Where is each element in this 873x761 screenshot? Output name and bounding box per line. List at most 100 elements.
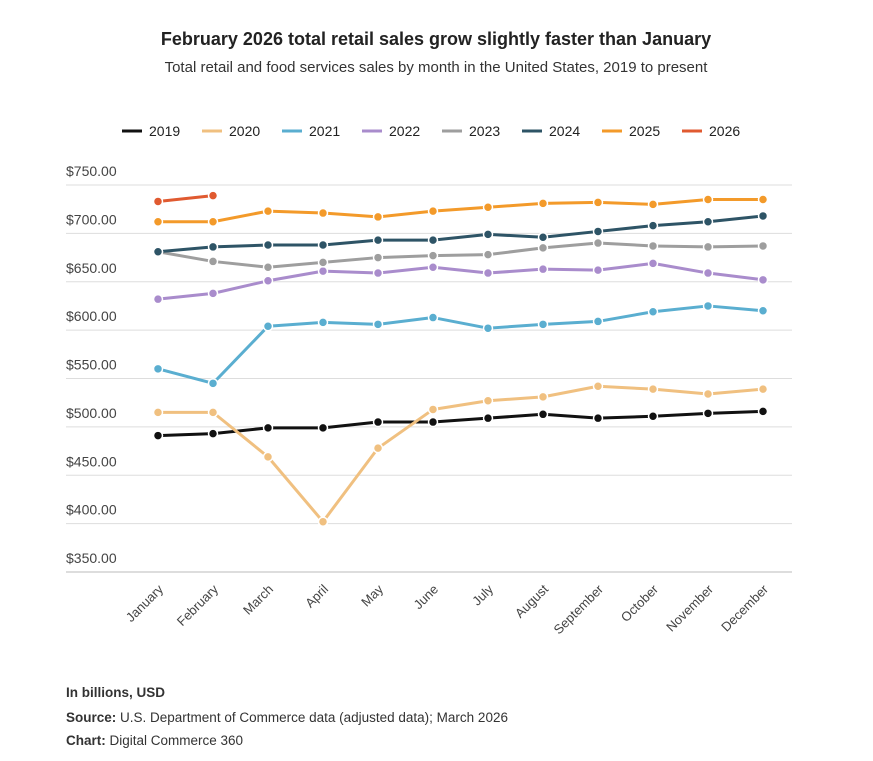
x-tick-label: April	[302, 581, 331, 610]
point	[427, 234, 439, 246]
y-tick-label: $400.00	[66, 502, 117, 518]
point	[482, 249, 494, 260]
chart-text: Digital Commerce 360	[110, 733, 244, 748]
series-line	[157, 261, 764, 301]
point	[152, 246, 164, 258]
point	[427, 404, 439, 415]
point	[372, 252, 384, 263]
x-tick-label: March	[240, 582, 276, 618]
x-tick-label: June	[411, 582, 442, 613]
x-tick-label: October	[618, 581, 662, 625]
point	[482, 322, 494, 334]
x-tick-label: August	[512, 581, 551, 620]
point	[537, 319, 549, 330]
point	[427, 261, 439, 273]
x-tick-label: February	[174, 581, 222, 629]
point	[647, 220, 659, 231]
series-line	[157, 214, 764, 254]
point	[372, 319, 384, 330]
point	[262, 261, 274, 273]
point	[757, 274, 769, 286]
point	[592, 197, 604, 208]
point	[647, 240, 659, 252]
point	[757, 210, 769, 222]
y-tick-label: $550.00	[66, 357, 117, 373]
units: In billions, USD	[66, 685, 165, 700]
point	[537, 231, 549, 243]
point	[757, 383, 769, 395]
point	[537, 391, 549, 403]
point	[647, 306, 659, 317]
point	[592, 412, 604, 424]
source: Source: U.S. Department of Commerce data…	[66, 710, 508, 725]
y-tick-label: $750.00	[66, 163, 117, 179]
series-line	[157, 194, 214, 203]
point	[427, 312, 439, 323]
point	[647, 383, 659, 395]
point	[152, 363, 164, 375]
x-tick-label: July	[469, 581, 496, 608]
point	[482, 267, 494, 279]
point	[427, 205, 439, 217]
point	[537, 242, 549, 254]
series-line	[157, 304, 764, 385]
point	[592, 237, 604, 249]
series-line	[158, 384, 764, 524]
point	[207, 378, 219, 389]
point	[702, 408, 714, 419]
point	[207, 241, 219, 253]
point	[262, 239, 274, 251]
point	[152, 293, 164, 305]
legend-label: 2022	[389, 123, 420, 139]
point	[372, 442, 384, 454]
series-line	[158, 198, 763, 224]
legend-label: 2024	[549, 123, 580, 139]
point	[592, 226, 604, 237]
point	[152, 216, 164, 228]
point	[592, 316, 604, 327]
x-tick-label: January	[123, 581, 167, 625]
y-tick-label: $700.00	[66, 211, 117, 227]
source-label: Source:	[66, 710, 116, 725]
x-tick-label: November	[663, 581, 716, 634]
point	[702, 267, 714, 279]
point	[207, 216, 219, 228]
series-line	[157, 241, 764, 269]
point	[262, 451, 274, 463]
point	[372, 211, 384, 223]
point	[482, 229, 494, 240]
point	[757, 305, 769, 317]
chart-credit: Chart: Digital Commerce 360	[66, 733, 243, 748]
point	[152, 196, 164, 207]
point	[427, 416, 439, 428]
y-tick-label: $450.00	[66, 453, 117, 469]
point	[207, 190, 219, 201]
point	[482, 395, 494, 407]
chart-title: February 2026 total retail sales grow sl…	[161, 29, 711, 49]
point	[372, 416, 384, 428]
point	[317, 239, 329, 251]
chart-label: Chart:	[66, 733, 106, 748]
point	[152, 430, 164, 441]
point	[592, 380, 604, 392]
point	[482, 412, 494, 424]
y-tick-label: $600.00	[66, 308, 117, 324]
point	[317, 516, 329, 527]
point	[262, 321, 274, 332]
series-line	[157, 409, 764, 438]
point	[317, 317, 329, 328]
point	[537, 409, 549, 420]
x-tick-label: September	[551, 581, 607, 637]
point	[207, 428, 219, 439]
point	[482, 202, 494, 213]
point	[757, 406, 769, 417]
point	[207, 288, 219, 299]
point	[757, 194, 769, 205]
point	[262, 205, 274, 217]
point	[647, 199, 659, 210]
source-text: U.S. Department of Commerce data (adjust…	[120, 710, 508, 725]
legend-label: 2021	[309, 123, 340, 139]
point	[702, 241, 714, 253]
legend-label: 2020	[229, 123, 260, 139]
